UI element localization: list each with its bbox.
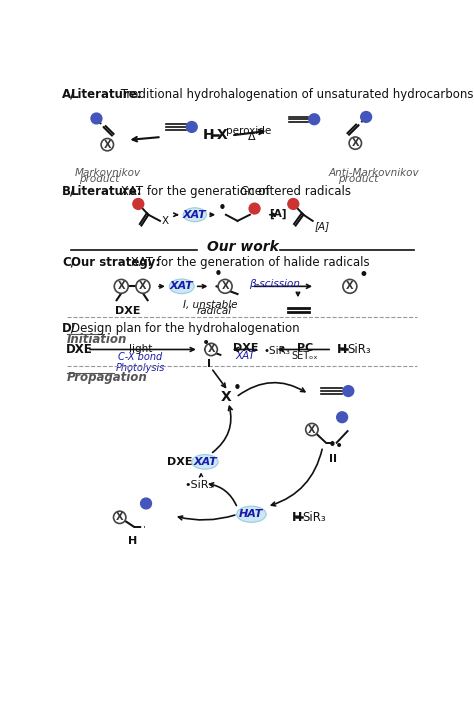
Text: •: •	[358, 266, 368, 284]
Text: product: product	[79, 174, 119, 184]
Circle shape	[101, 138, 113, 151]
Text: XAT for the generation of halide radicals: XAT for the generation of halide radical…	[128, 255, 370, 269]
Text: [A]: [A]	[269, 209, 287, 219]
Text: XAT for the generation of: XAT for the generation of	[117, 185, 273, 197]
Text: PC: PC	[297, 343, 313, 353]
Circle shape	[218, 279, 232, 293]
Circle shape	[249, 203, 260, 214]
Circle shape	[114, 279, 128, 293]
Text: Initiation: Initiation	[67, 333, 128, 345]
Text: A/: A/	[63, 87, 76, 101]
Text: •: •	[202, 336, 210, 350]
Circle shape	[186, 121, 197, 133]
Text: SiR₃: SiR₃	[347, 343, 371, 356]
Text: •: •	[233, 381, 242, 396]
Text: Our work: Our work	[207, 240, 279, 254]
Circle shape	[133, 199, 144, 209]
Circle shape	[113, 511, 126, 524]
Text: X: X	[346, 281, 354, 291]
Text: Design plan for the hydrohalogenation: Design plan for the hydrohalogenation	[71, 321, 300, 335]
Text: XAT: XAT	[235, 351, 255, 361]
Text: Δ: Δ	[247, 133, 255, 142]
Text: H: H	[337, 343, 347, 356]
Text: X: X	[118, 281, 125, 291]
Text: light: light	[129, 344, 152, 354]
Ellipse shape	[192, 455, 218, 470]
Text: X: X	[220, 391, 231, 404]
Text: DXE: DXE	[115, 307, 140, 317]
Text: I, unstable: I, unstable	[183, 300, 237, 310]
Text: X: X	[139, 281, 146, 291]
Text: I: I	[207, 360, 211, 369]
Circle shape	[136, 279, 150, 293]
Text: H: H	[128, 536, 137, 546]
Text: H: H	[203, 128, 215, 142]
Circle shape	[306, 424, 318, 436]
Circle shape	[343, 386, 354, 396]
Text: Anti-Markovnikov: Anti-Markovnikov	[329, 168, 419, 178]
Text: X: X	[217, 128, 228, 142]
Text: XAT: XAT	[183, 209, 207, 220]
Text: DXE: DXE	[167, 457, 192, 467]
Text: XAT: XAT	[193, 457, 217, 467]
Text: Traditional hydrohalogenation of unsaturated hydrocarbons: Traditional hydrohalogenation of unsatur…	[117, 87, 473, 101]
Circle shape	[288, 199, 299, 209]
Text: C-X bond
Photolysis: C-X bond Photolysis	[116, 352, 165, 374]
Text: X: X	[308, 424, 316, 434]
Text: Propagation: Propagation	[67, 371, 148, 384]
Text: SiR₃: SiR₃	[302, 511, 326, 524]
Circle shape	[91, 113, 102, 124]
Text: Our strategy:: Our strategy:	[71, 255, 160, 269]
Text: •SiR₃: •SiR₃	[264, 346, 291, 357]
Text: X: X	[221, 281, 229, 291]
Circle shape	[343, 279, 357, 293]
Text: B/: B/	[63, 185, 75, 197]
Text: [A]: [A]	[314, 221, 329, 231]
Text: Literature:: Literature:	[71, 87, 143, 101]
Circle shape	[309, 114, 319, 125]
Text: DXE: DXE	[65, 343, 92, 356]
Ellipse shape	[169, 279, 194, 294]
Text: product: product	[338, 174, 379, 184]
Circle shape	[337, 412, 347, 422]
Text: X: X	[352, 138, 359, 148]
Text: C/: C/	[63, 255, 75, 269]
Text: C: C	[240, 185, 248, 197]
Text: radical: radical	[197, 307, 232, 317]
Text: -centered radicals: -centered radicals	[245, 185, 352, 197]
Text: SETₒₓ: SETₒₓ	[292, 351, 318, 361]
Text: X: X	[116, 513, 123, 522]
Text: X: X	[162, 216, 169, 226]
Text: β-scission: β-scission	[249, 278, 300, 288]
Text: X: X	[208, 345, 215, 355]
Ellipse shape	[183, 208, 207, 221]
Circle shape	[205, 343, 218, 355]
Text: •SiR₃: •SiR₃	[185, 480, 214, 490]
Circle shape	[349, 137, 362, 149]
Text: •: •	[213, 267, 222, 283]
Text: II: II	[329, 454, 337, 464]
Text: peroxide: peroxide	[226, 126, 271, 136]
Text: D/: D/	[63, 321, 76, 335]
Text: X: X	[103, 140, 111, 149]
Text: DXE: DXE	[233, 343, 258, 353]
Text: HAT: HAT	[239, 509, 264, 520]
Circle shape	[361, 111, 372, 123]
Text: H: H	[292, 511, 302, 524]
Text: •: •	[218, 201, 227, 216]
Text: Literature:: Literature:	[71, 185, 143, 197]
Text: Markovnikov: Markovnikov	[75, 168, 141, 178]
Ellipse shape	[237, 506, 266, 522]
Circle shape	[141, 498, 152, 509]
Text: •: •	[328, 438, 336, 453]
Text: •: •	[335, 439, 343, 453]
Text: XAT: XAT	[170, 281, 193, 291]
